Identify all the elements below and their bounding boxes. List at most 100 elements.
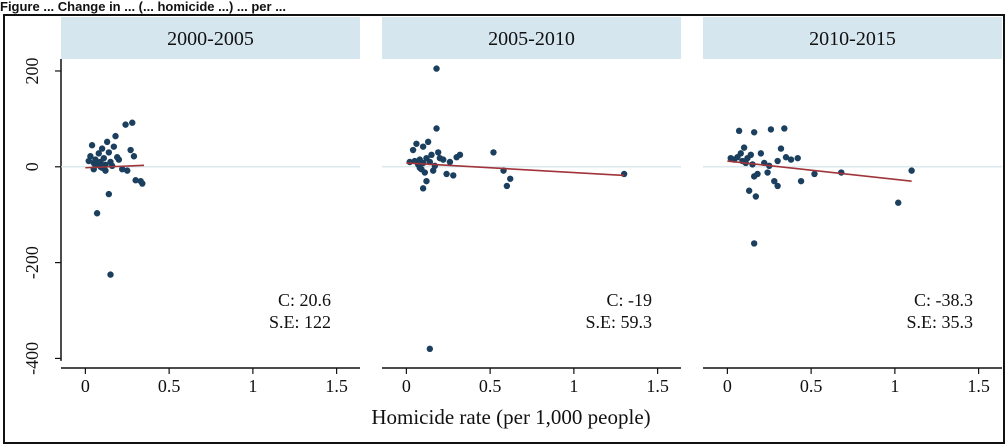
data-point — [122, 121, 129, 128]
panel-header — [703, 17, 1002, 59]
coefficient-annotation: C: -38.3 — [914, 290, 973, 310]
data-point — [503, 182, 511, 190]
data-point — [421, 169, 428, 176]
data-point — [413, 140, 420, 147]
data-point — [124, 167, 131, 174]
data-point — [754, 170, 761, 178]
data-point — [797, 177, 805, 185]
data-point — [440, 156, 447, 163]
data-point — [433, 125, 440, 132]
data-point — [752, 193, 760, 200]
data-point — [95, 150, 102, 157]
data-point — [428, 151, 435, 159]
panel-title: 2010-2015 — [809, 28, 896, 50]
x-tick-label: 1 — [248, 376, 257, 396]
data-point — [433, 65, 440, 72]
data-point — [450, 172, 457, 179]
data-point — [102, 167, 109, 174]
data-point — [100, 154, 108, 162]
data-point — [771, 177, 778, 185]
data-point — [794, 154, 801, 162]
x-axis-title: Homicide rate (per 1,000 people) — [371, 405, 650, 429]
data-point — [777, 145, 785, 152]
data-point — [774, 182, 781, 190]
data-point — [115, 156, 123, 163]
data-point — [895, 199, 902, 206]
data-point — [426, 345, 434, 353]
figure-frame — [3, 14, 1005, 444]
data-point — [446, 158, 454, 166]
fit-line — [85, 164, 145, 169]
standard-error-annotation: S.E: 122 — [269, 312, 331, 332]
data-point — [98, 145, 106, 152]
data-point — [747, 151, 755, 159]
data-point — [735, 127, 743, 135]
data-point — [507, 175, 514, 182]
data-point — [456, 151, 464, 159]
data-point — [781, 125, 788, 132]
standard-error-annotation: S.E: 59.3 — [585, 312, 652, 332]
x-tick-label: 1.5 — [325, 376, 348, 396]
data-point — [416, 164, 423, 171]
data-point — [87, 153, 94, 160]
panel-title: 2000-2005 — [167, 28, 254, 50]
data-point — [424, 138, 432, 146]
fit-line — [727, 160, 912, 182]
x-tick-label: 1.5 — [646, 376, 669, 396]
data-point — [490, 149, 497, 156]
data-point — [431, 162, 439, 170]
data-point — [745, 187, 753, 194]
data-point — [423, 177, 430, 185]
panel-title: 2005-2010 — [488, 28, 575, 50]
data-point — [443, 170, 450, 178]
x-tick-label: 0.5 — [158, 376, 181, 396]
coefficient-annotation: C: -19 — [606, 290, 652, 310]
x-tick-label: 0.5 — [479, 376, 502, 396]
data-point — [103, 138, 111, 146]
figure-caption: Figure ... Change in ... (... homicide .… — [0, 0, 287, 14]
coefficient-annotation: C: 20.6 — [278, 290, 331, 310]
data-point — [767, 126, 775, 133]
data-point — [782, 154, 790, 161]
data-point — [110, 143, 118, 150]
x-tick-label: 1 — [890, 376, 899, 396]
x-tick-label: 0 — [402, 376, 411, 396]
data-point — [419, 185, 427, 192]
data-point — [740, 144, 748, 151]
panel-header — [61, 17, 360, 59]
data-point — [127, 146, 134, 154]
data-point — [764, 169, 771, 176]
y-tick-label: 200 — [22, 57, 42, 84]
data-point — [750, 240, 758, 247]
x-tick-label: 1.5 — [967, 376, 990, 396]
data-point — [787, 156, 795, 163]
data-point — [737, 150, 744, 157]
data-point — [93, 210, 101, 217]
data-point — [88, 142, 96, 149]
data-point — [130, 153, 138, 160]
x-tick-label: 0 — [81, 376, 90, 396]
data-point — [139, 180, 146, 187]
data-point — [774, 157, 781, 165]
data-point — [757, 150, 765, 157]
x-tick-label: 0 — [723, 376, 732, 396]
data-point — [105, 149, 113, 156]
data-point — [112, 132, 119, 140]
data-point — [811, 170, 818, 178]
data-point — [409, 146, 417, 154]
panel-header — [382, 17, 681, 59]
x-tick-label: 0.5 — [800, 376, 823, 396]
y-tick-label: -400 — [22, 342, 42, 375]
data-point — [435, 149, 442, 156]
standard-error-annotation: S.E: 35.3 — [906, 312, 973, 332]
data-point — [620, 170, 628, 178]
x-tick-label: 1 — [569, 376, 578, 396]
data-point — [908, 167, 915, 174]
data-point — [119, 165, 126, 173]
data-point — [129, 119, 136, 126]
data-point — [105, 190, 113, 198]
y-tick-label: 0 — [22, 162, 42, 171]
y-tick-label: -200 — [22, 246, 42, 279]
